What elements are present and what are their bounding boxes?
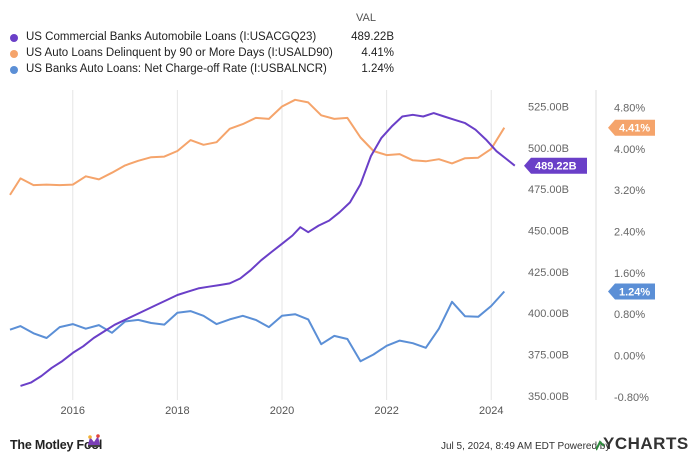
x-tick-label: 2020 — [270, 405, 294, 417]
legend-series-value: 1.24% — [361, 63, 394, 75]
jester-hat-icon — [88, 434, 100, 447]
x-tick-label: 2022 — [374, 405, 398, 417]
chart-legend: VAL US Commercial Banks Automobile Loans… — [0, 0, 700, 80]
brand-name: The Motley Fool — [10, 438, 103, 452]
provider-logo[interactable]: YCHARTS — [603, 434, 689, 453]
value-flag-label: 489.22B — [535, 161, 577, 173]
y-left-tick-label: 350.00B — [528, 391, 569, 403]
value-flag-shape — [524, 157, 587, 174]
chargeoff-value-flag: 1.24% — [608, 283, 655, 300]
y-left-tick-label: 425.00B — [528, 267, 569, 279]
legend-item-chargeoff[interactable]: US Banks Auto Loans: Net Charge-off Rate… — [10, 62, 400, 78]
legend-marker-icon — [10, 50, 18, 58]
series-line — [9, 98, 506, 196]
series-line — [9, 290, 506, 363]
y-left-tick-label: 450.00B — [528, 226, 569, 238]
y-right-tick-label: 3.20% — [614, 185, 645, 197]
line-chart: 2016 2018 2020 2022 2024 525.00B 500.00B 475.00… — [9, 90, 655, 417]
value-flag-label: 4.41% — [619, 123, 650, 135]
y-right-tick-label: 4.80% — [614, 103, 645, 115]
legend-item-auto-loans[interactable]: US Commercial Banks Automobile Loans (I:… — [10, 30, 400, 46]
x-tick-label: 2018 — [165, 405, 189, 417]
legend-series-name: US Banks Auto Loans: Net Charge-off Rate… — [26, 63, 327, 75]
y-left-tick-label: 500.00B — [528, 143, 569, 155]
y-right-tick-label: 0.80% — [614, 309, 645, 321]
series-line — [20, 112, 516, 387]
legend-marker-icon — [10, 66, 18, 74]
y-left-tick-label: 375.00B — [528, 350, 569, 362]
y-right-tick-label: 4.00% — [614, 144, 645, 156]
y-left-tick-label: 525.00B — [528, 102, 569, 114]
legend-series-value: 489.22B — [351, 31, 394, 43]
legend-series-name: US Auto Loans Delinquent by 90 or More D… — [26, 47, 333, 59]
legend-series-name: US Commercial Banks Automobile Loans (I:… — [26, 31, 317, 43]
plot-area — [10, 90, 520, 400]
value-flag-shape — [608, 283, 655, 300]
y-right-tick-label: 0.00% — [614, 351, 645, 363]
y-left-tick-label: 475.00B — [528, 184, 569, 196]
x-tick-label: 2024 — [479, 405, 503, 417]
x-tick-label: 2016 — [61, 405, 85, 417]
legend-item-delinquent[interactable]: US Auto Loans Delinquent by 90 or More D… — [10, 46, 400, 62]
timestamp: Jul 5, 2024, 8:49 AM EDT Powered by — [441, 441, 611, 452]
legend-series-value: 4.41% — [361, 47, 394, 59]
y-right-tick-label: -0.80% — [614, 392, 649, 404]
value-flag-shape — [608, 119, 655, 136]
value-flag-label: 1.24% — [619, 287, 650, 299]
ycharts-logo-icon — [596, 440, 604, 451]
y-right-tick-label: 1.60% — [614, 268, 645, 280]
y-right-tick-label: 2.40% — [614, 227, 645, 239]
delinquent-value-flag: 4.41% — [608, 119, 655, 136]
loans-value-flag: 489.22B — [524, 157, 587, 174]
chart-footer: The Motley Fool Jul 5, 2024, 8:49 AM EDT… — [0, 430, 700, 459]
legend-marker-icon — [10, 34, 18, 42]
y-left-tick-label: 400.00B — [528, 308, 569, 320]
legend-value-header: VAL — [356, 12, 376, 24]
